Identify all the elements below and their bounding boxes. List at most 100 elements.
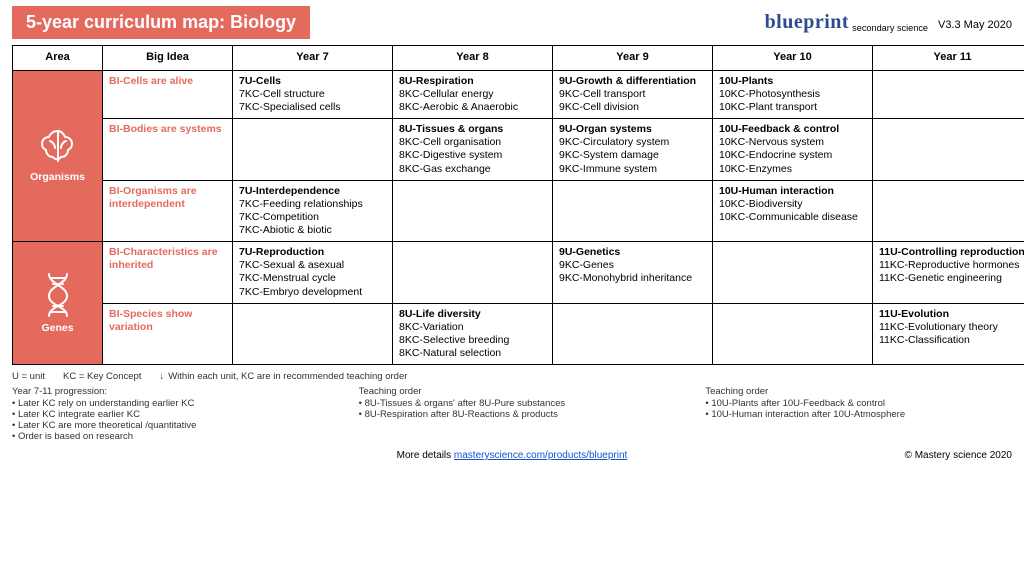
- key-concept: 7KC-Feeding relationships: [239, 198, 386, 211]
- unit-title: 10U-Feedback & control: [719, 123, 866, 136]
- note-item: 10U-Human interaction after 10U-Atmosphe…: [705, 409, 1012, 420]
- key-concept: 11KC-Genetic engineering: [879, 272, 1024, 285]
- note-item: Later KC rely on understanding earlier K…: [12, 398, 319, 409]
- key-concept: 7KC-Sexual & asexual: [239, 259, 386, 272]
- version-label: V3.3 May 2020: [938, 19, 1012, 31]
- key-concept: 10KC-Biodiversity: [719, 198, 866, 211]
- cell-y9: [553, 303, 713, 365]
- cell-y8: 8U-Respiration8KC-Cellular energy8KC-Aer…: [393, 70, 553, 118]
- cell-y8: 8U-Tissues & organs8KC-Cell organisation…: [393, 119, 553, 181]
- note-item: 10U-Plants after 10U-Feedback & control: [705, 398, 1012, 409]
- area-cell: Genes: [13, 242, 103, 365]
- cell-y9: 9U-Genetics9KC-Genes9KC-Monohybrid inher…: [553, 242, 713, 304]
- table-row: BI-Bodies are systems 8U-Tissues & organs…: [13, 119, 1024, 181]
- legend-u: U = unit: [12, 371, 45, 382]
- key-concept: 8KC-Cell organisation: [399, 136, 546, 149]
- brain-icon: [36, 127, 80, 167]
- key-concept: 11KC-Reproductive hormones: [879, 259, 1024, 272]
- key-concept: 11KC-Classification: [879, 334, 1024, 347]
- key-concept: 10KC-Photosynthesis: [719, 88, 866, 101]
- header-bar: 5-year curriculum map: Biology blueprint…: [12, 6, 1012, 39]
- cell-y9: [553, 180, 713, 242]
- key-concept: 7KC-Specialised cells: [239, 101, 386, 114]
- key-concept: 8KC-Digestive system: [399, 149, 546, 162]
- col-y8: Year 8: [393, 46, 553, 71]
- big-idea: BI-Species show variation: [109, 308, 192, 333]
- cell-y10: 10U-Plants10KC-Photosynthesis10KC-Plant …: [713, 70, 873, 118]
- col-y11: Year 11: [873, 46, 1024, 71]
- key-concept: 7KC-Competition: [239, 211, 386, 224]
- cell-y11: [873, 119, 1024, 181]
- table-row: BI-Organisms are interdependent 7U-Interd…: [13, 180, 1024, 242]
- notes-col-2: Teaching order 8U-Tissues & organs' afte…: [359, 386, 666, 442]
- area-cell: Organisms: [13, 70, 103, 241]
- cell-y11: 11U-Controlling reproduction11KC-Reprodu…: [873, 242, 1024, 304]
- col-y7: Year 7: [233, 46, 393, 71]
- col-y10: Year 10: [713, 46, 873, 71]
- key-concept: 8KC-Selective breeding: [399, 334, 546, 347]
- key-concept: 9KC-Genes: [559, 259, 706, 272]
- cell-y11: 11U-Evolution11KC-Evolutionary theory11K…: [873, 303, 1024, 365]
- big-idea: BI-Characteristics are inherited: [109, 246, 218, 271]
- notes-col-1: Year 7-11 progression: Later KC rely on …: [12, 386, 319, 442]
- unit-title: 8U-Tissues & organs: [399, 123, 546, 136]
- cell-y10: 10U-Human interaction10KC-Biodiversity10…: [713, 180, 873, 242]
- note-item: 8U-Respiration after 8U-Reactions & prod…: [359, 409, 666, 420]
- key-concept: 10KC-Nervous system: [719, 136, 866, 149]
- cell-y9: 9U-Growth & differentiation9KC-Cell tran…: [553, 70, 713, 118]
- unit-title: 9U-Organ systems: [559, 123, 706, 136]
- cell-y7: 7U-Cells7KC-Cell structure7KC-Specialise…: [233, 70, 393, 118]
- cell-y7: 7U-Interdependence7KC-Feeding relationsh…: [233, 180, 393, 242]
- brand-logo: blueprint: [765, 11, 850, 33]
- key-concept: 7KC-Cell structure: [239, 88, 386, 101]
- dna-icon: [41, 272, 75, 318]
- unit-title: 9U-Growth & differentiation: [559, 75, 706, 88]
- brand-block: blueprint secondary science V3.3 May 202…: [765, 11, 1012, 34]
- note-item: Order is based on research: [12, 431, 319, 442]
- unit-title: 8U-Life diversity: [399, 308, 546, 321]
- key-concept: 11KC-Evolutionary theory: [879, 321, 1024, 334]
- page-title: 5-year curriculum map: Biology: [12, 6, 310, 39]
- unit-title: 9U-Genetics: [559, 246, 706, 259]
- table-header-row: Area Big Idea Year 7 Year 8 Year 9 Year …: [13, 46, 1024, 71]
- cell-y8: [393, 180, 553, 242]
- key-concept: 8KC-Variation: [399, 321, 546, 334]
- key-concept: 10KC-Plant transport: [719, 101, 866, 114]
- brand-subtitle: secondary science: [852, 23, 928, 33]
- key-concept: 8KC-Aerobic & Anaerobic: [399, 101, 546, 114]
- key-concept: 10KC-Enzymes: [719, 163, 866, 176]
- note-item: Later KC integrate earlier KC: [12, 409, 319, 420]
- footer-link[interactable]: masteryscience.com/products/blueprint: [454, 450, 627, 461]
- curriculum-table: Area Big Idea Year 7 Year 8 Year 9 Year …: [12, 45, 1024, 365]
- key-concept: 9KC-Cell transport: [559, 88, 706, 101]
- footer-copyright: © Mastery science 2020: [905, 450, 1012, 461]
- legend-order: Within each unit, KC are in recommended …: [159, 371, 407, 382]
- big-idea: BI-Bodies are systems: [109, 123, 222, 135]
- key-concept: 9KC-System damage: [559, 149, 706, 162]
- key-concept: 8KC-Gas exchange: [399, 163, 546, 176]
- note-item: 8U-Tissues & organs' after 8U-Pure subst…: [359, 398, 666, 409]
- table-row: GenesBI-Characteristics are inherited7U-…: [13, 242, 1024, 304]
- unit-title: 11U-Evolution: [879, 308, 1024, 321]
- key-concept: 10KC-Endocrine system: [719, 149, 866, 162]
- table-row: OrganismsBI-Cells are alive7U-Cells7KC-C…: [13, 70, 1024, 118]
- big-idea: BI-Organisms are interdependent: [109, 185, 197, 210]
- col-big: Big Idea: [103, 46, 233, 71]
- key-concept: 7KC-Menstrual cycle: [239, 272, 386, 285]
- key-concept: 9KC-Monohybrid inheritance: [559, 272, 706, 285]
- cell-y11: [873, 180, 1024, 242]
- big-idea: BI-Cells are alive: [109, 75, 193, 87]
- key-concept: 8KC-Cellular energy: [399, 88, 546, 101]
- legend-kc: KC = Key Concept: [63, 371, 141, 382]
- notes-col-3: Teaching order 10U-Plants after 10U-Feed…: [705, 386, 1012, 442]
- area-label: Organisms: [15, 171, 100, 184]
- cell-y10: [713, 242, 873, 304]
- unit-title: 7U-Cells: [239, 75, 386, 88]
- table-row: BI-Species show variation 8U-Life diversi…: [13, 303, 1024, 365]
- cell-y10: 10U-Feedback & control10KC-Nervous syste…: [713, 119, 873, 181]
- cell-y8: [393, 242, 553, 304]
- key-concept: 9KC-Circulatory system: [559, 136, 706, 149]
- cell-y7: [233, 303, 393, 365]
- key-concept: 7KC-Embryo development: [239, 286, 386, 299]
- cell-y7: [233, 119, 393, 181]
